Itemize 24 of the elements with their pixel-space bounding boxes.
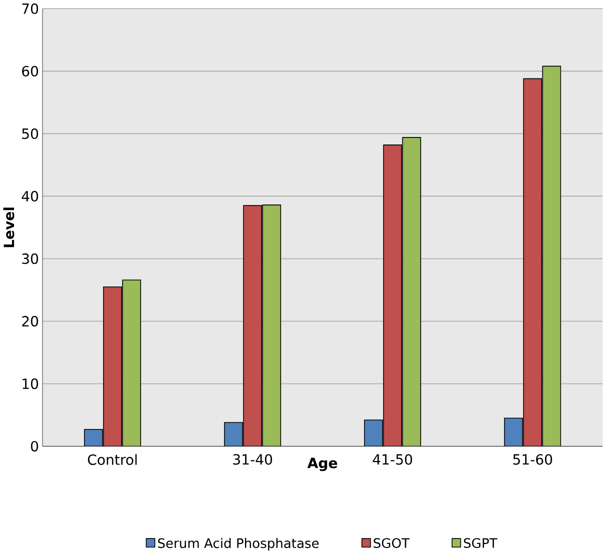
bar [103,286,122,446]
y-tick-label: 30 [22,253,38,264]
x-tick-label: 51-60 [513,454,552,465]
y-tick-label: 40 [22,190,38,202]
legend-label: SGOT [374,538,410,548]
y-tick-label: 10 [22,378,38,389]
y-tick-label: 70 [22,3,38,14]
x-tick-label: 41-50 [372,454,412,465]
y-tick-label: 20 [22,316,38,326]
y-tick-label: 60 [22,66,38,76]
y-axis-title: Level [3,207,14,247]
bar [364,419,383,446]
bar [504,418,523,446]
bar [243,204,262,446]
bar [523,78,542,446]
legend-label: SGPT [464,538,498,548]
x-tick-label: Control [88,454,137,465]
bar [383,144,402,446]
legend-label: Serum Acid Phosphatase [158,538,319,550]
x-axis-title: Age [307,458,338,471]
bar [224,422,243,446]
y-tick-label: 0 [30,440,38,452]
y-tick-label: 50 [22,128,38,139]
x-tick-label: 31-40 [233,454,272,465]
